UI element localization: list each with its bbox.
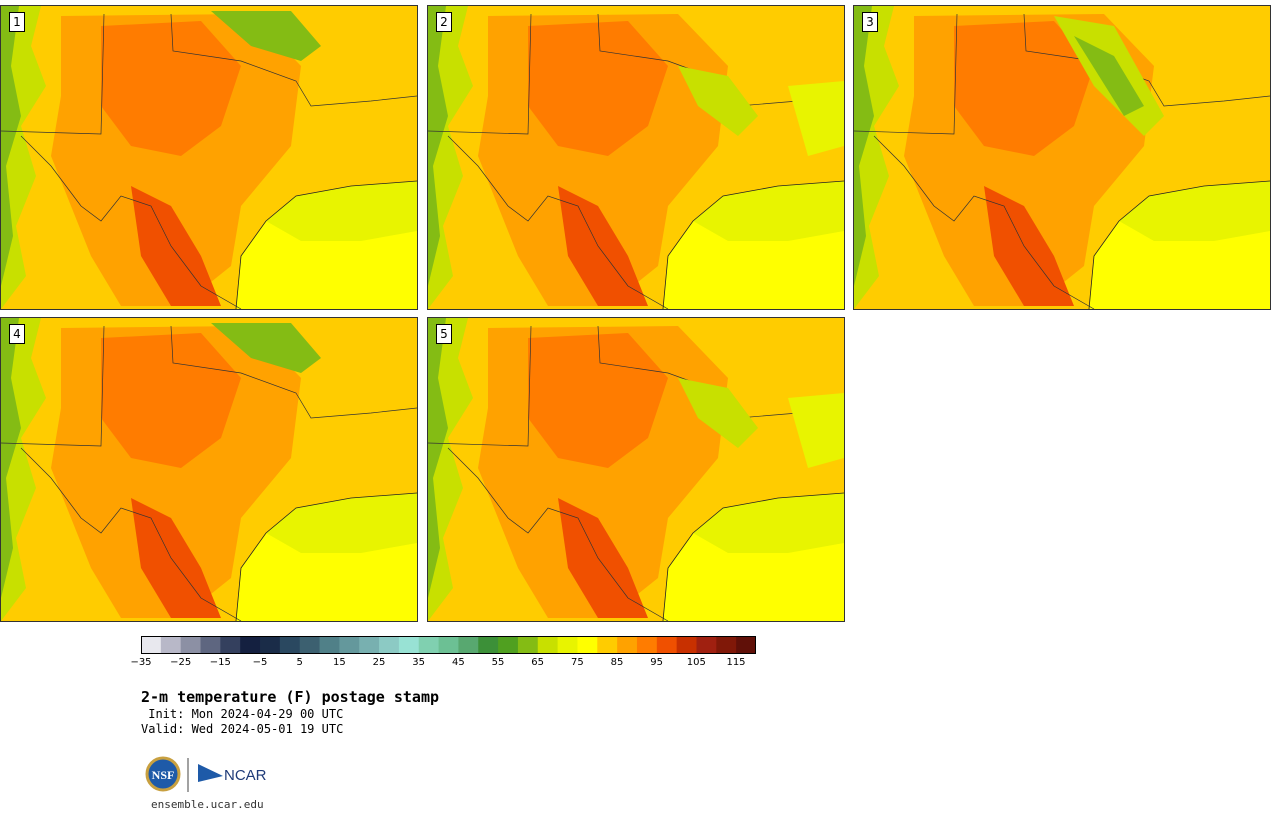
colorbar-tick-label: −15: [209, 657, 231, 668]
colorbar-swatch: [537, 636, 559, 654]
colorbar-swatch: [676, 636, 697, 654]
panel-number-label: 1: [9, 12, 25, 32]
colorbar-swatch: [240, 636, 261, 654]
colorbar-swatch: [319, 636, 340, 654]
panel-number-label: 2: [436, 12, 452, 32]
nsf-logo-text: NSF: [152, 768, 175, 782]
map-panel-1: 1: [0, 5, 418, 310]
colorbar-swatch: [418, 636, 440, 654]
colorbar-swatch: [577, 636, 598, 654]
colorbar-tick-label: −25: [170, 657, 192, 668]
colorbar-tick-label: 65: [531, 657, 545, 668]
colorbar-swatch: [736, 636, 756, 654]
colorbar-swatch: [200, 636, 221, 654]
colorbar-swatch: [160, 636, 182, 654]
colorbar-swatch: [141, 636, 162, 654]
colorbar-tick-label: 15: [332, 657, 346, 668]
colorbar-swatch: [438, 636, 459, 654]
valid-time: Valid: Wed 2024-05-01 19 UTC: [141, 722, 344, 736]
colorbar-tick-label: 35: [412, 657, 426, 668]
temperature-map: [854, 6, 1270, 309]
colorbar-tick-label: 85: [610, 657, 624, 668]
colorbar-swatch: [597, 636, 618, 654]
colorbar-tick-label: 45: [451, 657, 465, 668]
colorbar-swatch: [279, 636, 301, 654]
colorbar-tick-labels: −35 −25 −15 −5 5 15 25 35 45 55 65 75 85 95 105 115: [0, 654, 1280, 674]
panel-number-label: 5: [436, 324, 452, 344]
colorbar-swatch: [696, 636, 717, 654]
colorbar-tick-label: 75: [570, 657, 584, 668]
site-url: ensemble.ucar.edu: [151, 798, 264, 811]
colorbar-swatch: [636, 636, 658, 654]
colorbar-tick-label: 5: [296, 657, 303, 668]
colorbar-swatch: [260, 636, 281, 654]
colorbar-tick-label: 55: [491, 657, 505, 668]
colorbar-swatch: [656, 636, 678, 654]
map-panel-4: 4: [0, 317, 418, 622]
colorbar-tick-label: 25: [372, 657, 386, 668]
colorbar-tick-label: 105: [686, 657, 706, 668]
colorbar-swatch: [478, 636, 499, 654]
temperature-map: [428, 6, 844, 309]
colorbar-swatch: [617, 636, 638, 654]
ncar-logo-icon: [198, 764, 223, 782]
colorbar-swatch: [379, 636, 400, 654]
colorbar-tick-label: 115: [726, 657, 746, 668]
panel-number-label: 3: [862, 12, 878, 32]
temperature-map: [1, 6, 417, 309]
logos: NSF NCAR: [143, 756, 283, 796]
temperature-map: [428, 318, 844, 621]
nsf-logo-icon: [145, 756, 181, 792]
colorbar-swatch: [557, 636, 578, 654]
temperature-colorbar: [141, 636, 756, 654]
map-panel-3: 3: [853, 5, 1271, 310]
colorbar-swatch: [498, 636, 519, 654]
colorbar-swatch: [180, 636, 202, 654]
colorbar-tick-label: −5: [252, 657, 268, 668]
map-panel-2: 2: [427, 5, 845, 310]
init-time: Init: Mon 2024-04-29 00 UTC: [141, 707, 344, 721]
colorbar-swatch: [716, 636, 737, 654]
colorbar-swatch: [398, 636, 420, 654]
map-title: 2-m temperature (F) postage stamp: [141, 688, 440, 706]
colorbar-swatch: [299, 636, 321, 654]
nsf-ncar-logos: NSF NCAR: [145, 756, 267, 792]
map-panel-5: 5: [427, 317, 845, 622]
colorbar-swatch: [339, 636, 360, 654]
temperature-map: [1, 318, 417, 621]
colorbar-tick-label: 95: [650, 657, 664, 668]
ncar-logo-text: NCAR: [224, 767, 267, 784]
colorbar-swatch: [517, 636, 539, 654]
colorbar-tick-label: −35: [130, 657, 152, 668]
panel-number-label: 4: [9, 324, 25, 344]
colorbar-swatch: [359, 636, 380, 654]
colorbar-swatch: [220, 636, 241, 654]
colorbar-swatch: [458, 636, 479, 654]
